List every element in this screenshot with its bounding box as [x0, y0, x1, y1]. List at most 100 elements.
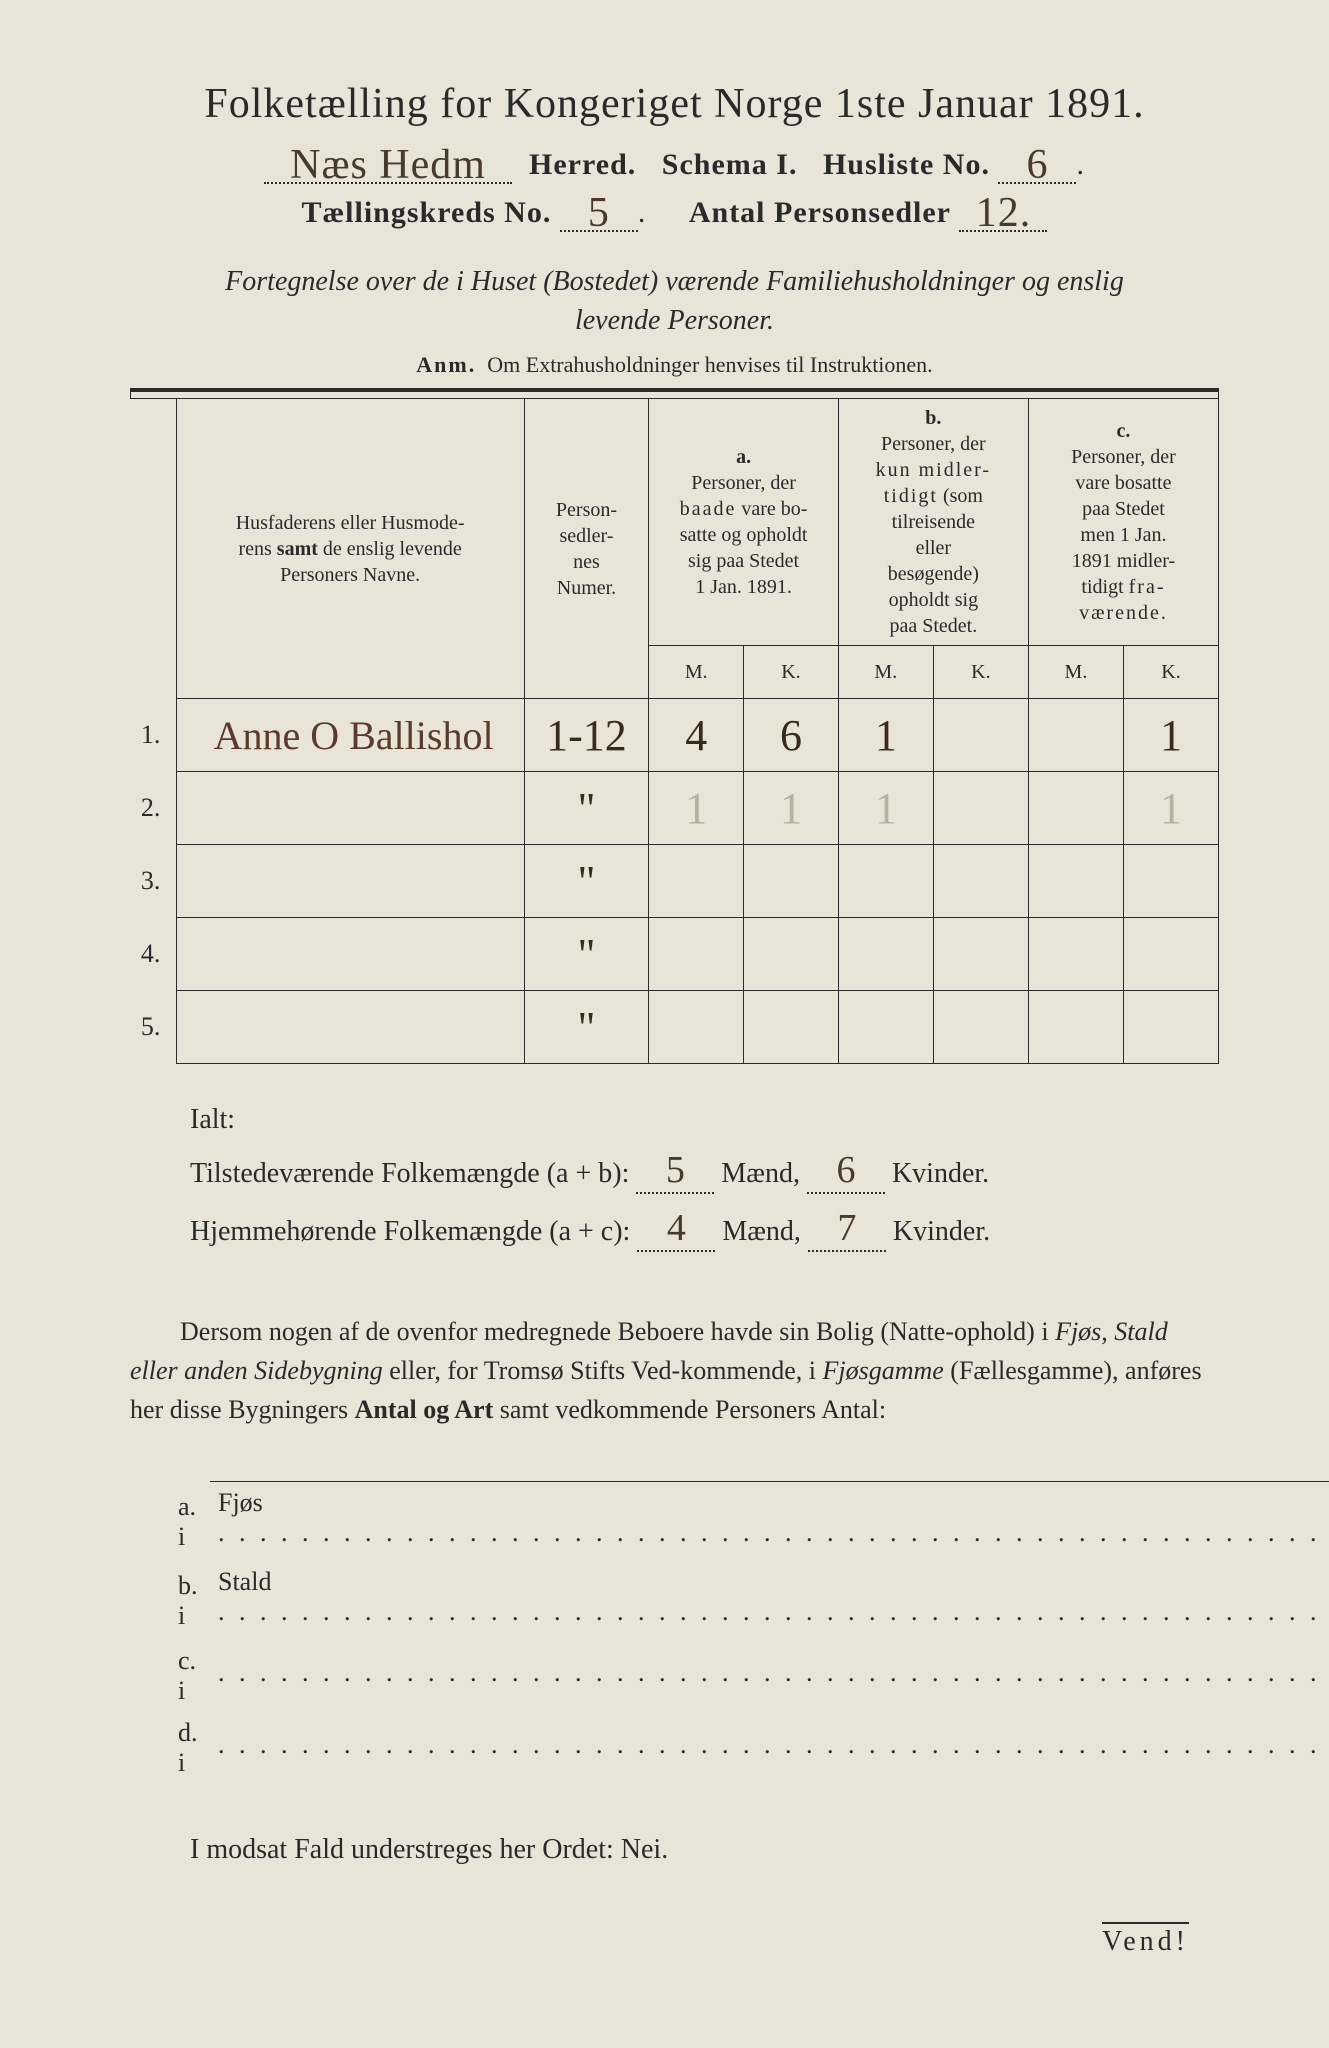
col-header-c: c. Personer, dervare bosattepaa Stedetme… — [1028, 399, 1218, 646]
building-row: a. iFjøs . . . . . . . . . . . . . . . .… — [170, 1482, 1329, 1562]
row-name — [176, 991, 524, 1064]
row-name: Anne O Ballishol — [176, 699, 524, 772]
row-c-k: 1 — [1123, 699, 1218, 772]
building-row: c. i . . . . . . . . . . . . . . . . . .… — [170, 1640, 1329, 1712]
row-c-k — [1123, 991, 1218, 1064]
nei-text: I modsat Fald understreges her Ordet: — [190, 1834, 621, 1865]
kvinder-label: Kvinder. — [892, 1158, 989, 1189]
row-c-k — [1123, 845, 1218, 918]
row-a-m — [649, 918, 744, 991]
total-ab-m: 5 — [666, 1149, 685, 1191]
row-name — [176, 845, 524, 918]
bld-row-text: . . . . . . . . . . . . . . . . . . . . … — [210, 1640, 1329, 1712]
header-line-3: Tællingskreds No. 5. Antal Personsedler … — [130, 196, 1219, 232]
table-row: 3." — [131, 845, 1219, 918]
antal-label: Antal Personsedler — [689, 196, 951, 229]
table-row: 5." — [131, 991, 1219, 1064]
row-a-k — [744, 918, 839, 991]
col-header-b: b. Personer, derkun midler-tidigt (somti… — [838, 399, 1028, 646]
census-form-page: Folketælling for Kongeriget Norge 1ste J… — [0, 0, 1329, 2048]
anm-label: Anm. — [416, 352, 476, 377]
table-row: 4." — [131, 918, 1219, 991]
row-c-m — [1028, 699, 1123, 772]
total-ac-k: 7 — [837, 1207, 856, 1249]
vend-label: Vend! — [1102, 1922, 1189, 1958]
row-num: " — [524, 845, 649, 918]
col-b-m: M. — [838, 646, 933, 699]
row-b-m — [838, 845, 933, 918]
subtitle-line2: levende Personer. — [575, 305, 774, 336]
row-b-k — [933, 918, 1028, 991]
col-a-m: M. — [649, 646, 744, 699]
row-b-m: 1 — [838, 699, 933, 772]
building-table: Mænd. Kvinder. a. iFjøs . . . . . . . . … — [170, 1439, 1329, 1784]
building-row: d. i . . . . . . . . . . . . . . . . . .… — [170, 1712, 1329, 1784]
herred-value: Næs Hedm — [290, 142, 486, 188]
nei-line: I modsat Fald understreges her Ordet: Ne… — [190, 1834, 1219, 1866]
row-name — [176, 772, 524, 845]
building-row: b. iStald . . . . . . . . . . . . . . . … — [170, 1561, 1329, 1640]
household-table: Husfaderens eller Husmode-rens samt de e… — [130, 388, 1219, 1064]
bld-row-text: Stald . . . . . . . . . . . . . . . . . … — [210, 1561, 1329, 1640]
row-num: " — [524, 918, 649, 991]
col-a-k: K. — [744, 646, 839, 699]
anm-text: Om Extrahusholdninger henvises til Instr… — [487, 352, 932, 377]
maend-label: Mænd, — [721, 1158, 800, 1189]
bld-row-text: Fjøs . . . . . . . . . . . . . . . . . .… — [210, 1482, 1329, 1562]
maend-label-2: Mænd, — [722, 1216, 801, 1247]
total-ac: Hjemmehørende Folkemængde (a + c): 4 Mæn… — [190, 1206, 1219, 1252]
row-a-m: 1 — [649, 772, 744, 845]
row-c-k — [1123, 918, 1218, 991]
bld-row-text: . . . . . . . . . . . . . . . . . . . . … — [210, 1712, 1329, 1784]
row-num: " — [524, 991, 649, 1064]
antal-value: 12. — [976, 190, 1032, 236]
row-num: 1-12 — [524, 699, 649, 772]
anm-line: Anm. Om Extrahusholdninger henvises til … — [130, 352, 1219, 378]
row-a-k: 1 — [744, 772, 839, 845]
husliste-label: Husliste No. — [823, 148, 990, 181]
row-b-m — [838, 918, 933, 991]
table-row: 2."1111 — [131, 772, 1219, 845]
subtitle: Fortegnelse over de i Huset (Bostedet) v… — [130, 262, 1219, 340]
kvinder-label-2: Kvinder. — [893, 1216, 990, 1247]
row-b-m — [838, 991, 933, 1064]
ialt-label: Ialt: — [190, 1104, 1219, 1136]
bld-row-label: a. i — [170, 1482, 210, 1562]
row-c-m — [1028, 991, 1123, 1064]
total-ab-k: 6 — [836, 1149, 855, 1191]
row-name — [176, 918, 524, 991]
bld-row-label: d. i — [170, 1712, 210, 1784]
col-c-k: K. — [1123, 646, 1218, 699]
herred-label: Herred. — [529, 148, 636, 181]
row-b-k — [933, 845, 1028, 918]
bld-row-label: c. i — [170, 1640, 210, 1712]
col-header-a: a. Personer, derbaade vare bo-satte og o… — [649, 399, 838, 646]
row-c-k: 1 — [1123, 772, 1218, 845]
row-a-k — [744, 845, 839, 918]
header-line-2: Næs Hedm Herred. Schema I. Husliste No. … — [130, 148, 1219, 184]
row-a-k: 6 — [744, 699, 839, 772]
row-b-m: 1 — [838, 772, 933, 845]
row-c-m — [1028, 918, 1123, 991]
page-title: Folketælling for Kongeriget Norge 1ste J… — [130, 80, 1219, 128]
row-c-m — [1028, 772, 1123, 845]
row-a-m — [649, 845, 744, 918]
husliste-no: 6 — [1026, 142, 1048, 188]
subtitle-line1: Fortegnelse over de i Huset (Bostedet) v… — [225, 266, 1124, 297]
table-row: 1.Anne O Ballishol1-124611 — [131, 699, 1219, 772]
col-header-name: Husfaderens eller Husmode-rens samt de e… — [176, 399, 524, 699]
row-b-k — [933, 699, 1028, 772]
row-a-k — [744, 991, 839, 1064]
total-ac-m: 4 — [667, 1207, 686, 1249]
total-ab-label: Tilstedeværende Folkemængde (a + b): — [190, 1158, 629, 1189]
col-c-m: M. — [1028, 646, 1123, 699]
row-b-k — [933, 772, 1028, 845]
row-a-m — [649, 991, 744, 1064]
row-a-m: 4 — [649, 699, 744, 772]
col-header-number: Person-sedler-nesNumer. — [524, 399, 649, 699]
total-ac-label: Hjemmehørende Folkemængde (a + c): — [190, 1216, 630, 1247]
nei-word: Nei. — [621, 1834, 668, 1865]
row-num: " — [524, 772, 649, 845]
schema-label: Schema I. — [662, 148, 798, 181]
bld-row-label: b. i — [170, 1561, 210, 1640]
